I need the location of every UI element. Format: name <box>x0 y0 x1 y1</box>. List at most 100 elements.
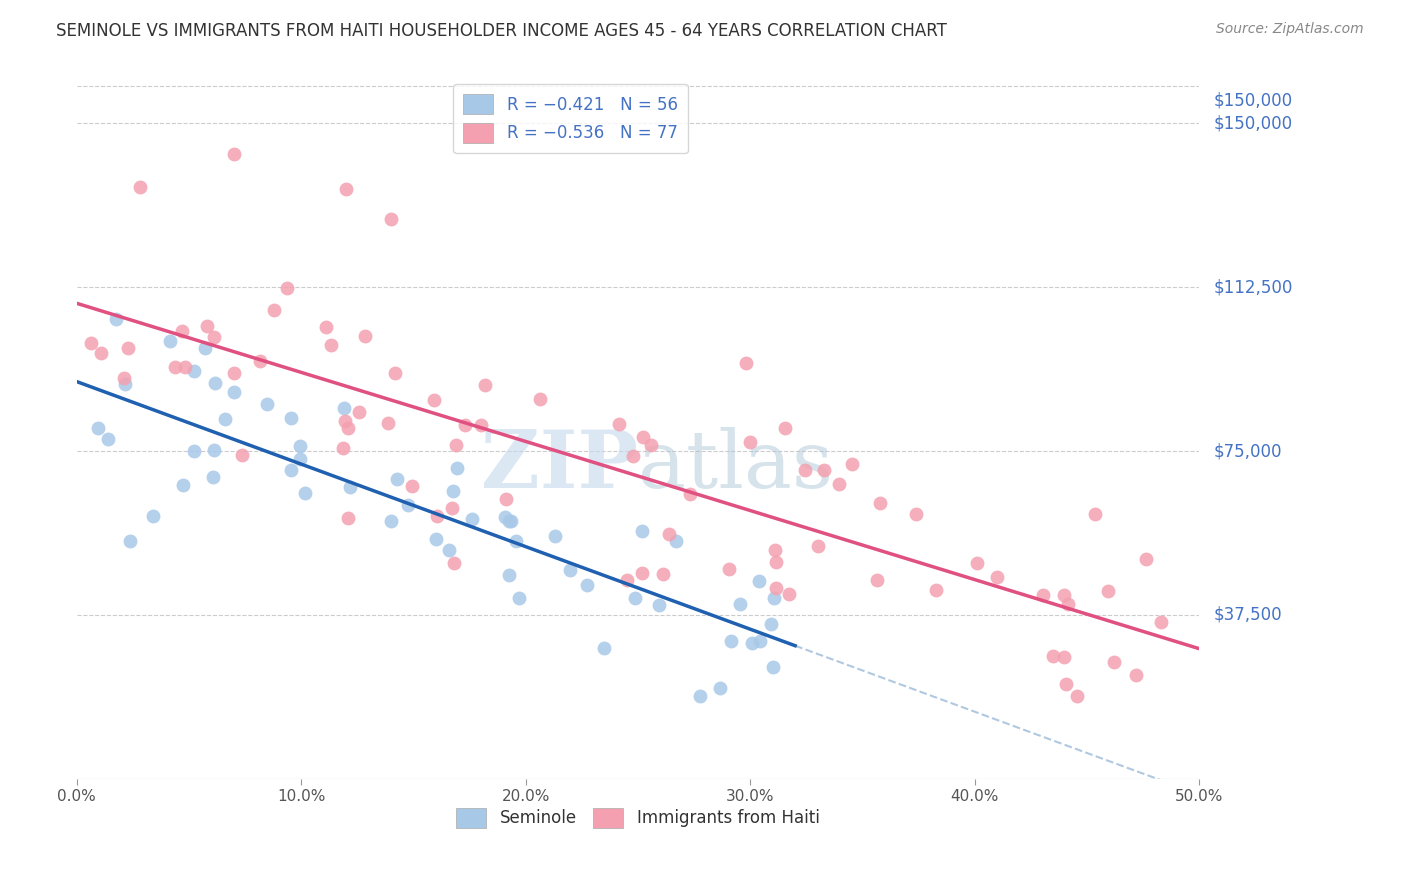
Point <box>665 534 688 549</box>
Point <box>425 532 447 546</box>
Point <box>763 542 786 557</box>
Point <box>1150 615 1173 630</box>
Point <box>165 359 187 374</box>
Point <box>401 479 423 493</box>
Point <box>1097 584 1119 599</box>
Point <box>97 432 120 446</box>
Point <box>183 364 205 378</box>
Point <box>202 442 225 457</box>
Point <box>720 634 742 648</box>
Point <box>204 376 226 391</box>
Text: $112,500: $112,500 <box>1213 278 1292 296</box>
Point <box>749 633 772 648</box>
Point <box>224 384 246 399</box>
Point <box>319 338 342 352</box>
Point <box>90 346 112 360</box>
Point <box>332 441 354 455</box>
Point <box>869 496 891 510</box>
Point <box>337 421 360 435</box>
Point <box>508 591 530 606</box>
Point <box>748 574 770 589</box>
Point <box>396 499 419 513</box>
Text: atlas: atlas <box>638 427 834 506</box>
Point <box>443 557 465 571</box>
Point <box>384 367 406 381</box>
Point <box>80 335 103 350</box>
Point <box>441 501 464 516</box>
Point <box>474 378 496 392</box>
Point <box>640 438 662 452</box>
Point <box>544 529 567 543</box>
Point <box>214 411 236 425</box>
Point <box>385 472 408 486</box>
Point <box>866 574 889 588</box>
Point <box>461 512 484 526</box>
Point <box>807 540 830 554</box>
Point <box>280 411 302 425</box>
Point <box>294 486 316 500</box>
Point <box>593 640 616 655</box>
Point <box>347 405 370 419</box>
Point <box>728 597 751 611</box>
Point <box>762 591 785 605</box>
Point <box>616 573 638 587</box>
Point <box>288 452 311 467</box>
Point <box>648 598 671 612</box>
Point <box>159 334 181 348</box>
Point <box>263 302 285 317</box>
Point <box>1104 656 1126 670</box>
Point <box>195 319 218 334</box>
Point <box>905 508 928 522</box>
Point <box>380 212 402 227</box>
Point <box>426 508 449 523</box>
Text: ZIP: ZIP <box>481 427 638 506</box>
Text: $37,500: $37,500 <box>1213 606 1282 624</box>
Point <box>762 659 785 673</box>
Point <box>112 371 135 385</box>
Point <box>631 524 654 538</box>
Point <box>276 281 298 295</box>
Point <box>494 509 516 524</box>
Point <box>1135 552 1157 566</box>
Point <box>335 414 357 428</box>
Point <box>741 636 763 650</box>
Point <box>231 449 253 463</box>
Point <box>689 690 711 704</box>
Point <box>128 180 150 194</box>
Point <box>439 543 461 558</box>
Point <box>470 417 492 432</box>
Point <box>87 421 110 435</box>
Point <box>759 617 782 632</box>
Point <box>1032 588 1054 602</box>
Point <box>202 330 225 344</box>
Point <box>117 342 139 356</box>
Point <box>446 438 468 452</box>
Point <box>201 470 224 484</box>
Point <box>498 515 520 529</box>
Point <box>966 556 988 570</box>
Point <box>443 483 465 498</box>
Text: SEMINOLE VS IMMIGRANTS FROM HAITI HOUSEHOLDER INCOME AGES 45 - 64 YEARS CORRELAT: SEMINOLE VS IMMIGRANTS FROM HAITI HOUSEH… <box>56 22 948 40</box>
Point <box>1083 507 1105 521</box>
Point <box>170 324 193 338</box>
Point <box>828 477 851 491</box>
Point <box>560 563 582 577</box>
Point <box>986 570 1008 584</box>
Point <box>1054 677 1077 691</box>
Point <box>505 534 527 549</box>
Point <box>1125 668 1147 682</box>
Point <box>794 463 817 477</box>
Point <box>249 354 271 368</box>
Point <box>576 577 599 591</box>
Point <box>335 182 357 196</box>
Point <box>183 444 205 458</box>
Text: $150,000: $150,000 <box>1213 114 1292 132</box>
Point <box>495 491 517 506</box>
Point <box>256 397 278 411</box>
Point <box>315 319 337 334</box>
Point <box>339 480 361 494</box>
Point <box>114 377 136 392</box>
Point <box>1066 689 1088 703</box>
Point <box>336 510 359 524</box>
Point <box>718 562 741 576</box>
